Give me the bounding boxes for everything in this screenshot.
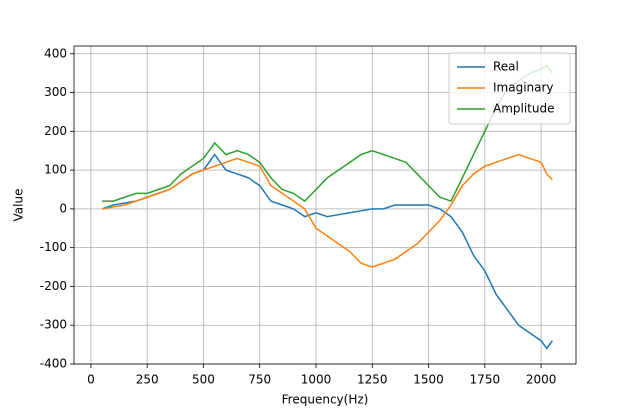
- x-tick-label: 1750: [470, 373, 501, 387]
- y-tick-label: -100: [40, 240, 67, 254]
- x-tick-label: 1000: [301, 373, 332, 387]
- y-tick-label: 400: [44, 46, 67, 60]
- x-axis-label: Frequency(Hz): [282, 393, 369, 407]
- legend-label: Imaginary: [493, 81, 554, 95]
- x-tick-label: 750: [248, 373, 271, 387]
- x-tick-label: 500: [192, 373, 215, 387]
- legend-label: Amplitude: [493, 102, 555, 116]
- y-tick-label: 200: [44, 124, 67, 138]
- y-tick-label: -200: [40, 279, 67, 293]
- y-tick-label: 0: [59, 201, 67, 215]
- axes-frame: [73, 45, 577, 365]
- x-tick-label: 1250: [357, 373, 388, 387]
- legend-box: [448, 52, 571, 125]
- y-tick-label: 300: [44, 85, 67, 99]
- legend-label: Real: [493, 60, 519, 74]
- y-tick-label: 100: [44, 163, 67, 177]
- y-axis-label: Value: [12, 189, 26, 222]
- series-line: [102, 64, 553, 203]
- x-tick-label: 1500: [413, 373, 444, 387]
- x-tick-label: 2000: [526, 373, 557, 387]
- x-tick-label: 250: [136, 373, 159, 387]
- series-line: [102, 153, 553, 268]
- y-tick-label: -300: [40, 318, 67, 332]
- x-tick-label: 0: [87, 373, 95, 387]
- y-tick-label: -400: [40, 357, 67, 371]
